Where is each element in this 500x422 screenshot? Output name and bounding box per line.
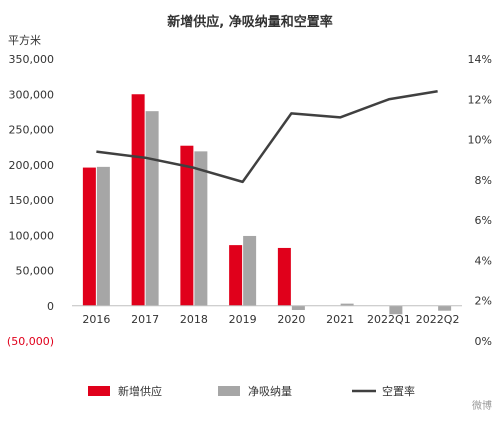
left-tick-label: 150,000 — [9, 194, 55, 207]
left-tick-label: 100,000 — [9, 229, 55, 242]
bar — [82, 167, 96, 306]
x-tick-label: 2018 — [180, 313, 208, 326]
legend-label: 净吸纳量 — [248, 384, 292, 398]
right-axis-ticks: 14% 12% 10% 8% 6% 4% 2% 0% — [468, 53, 492, 348]
x-tick-label: 2020 — [277, 313, 305, 326]
bar — [243, 235, 257, 306]
bar — [438, 305, 452, 311]
legend-label: 新增供应 — [118, 384, 162, 398]
right-tick-label: 10% — [468, 134, 492, 147]
bar — [389, 305, 403, 315]
x-tick-label: 2022Q1 — [367, 313, 411, 326]
bar — [96, 166, 110, 306]
left-tick-label: 350,000 — [9, 53, 55, 66]
right-tick-label: 2% — [475, 295, 492, 308]
chart-title: 新增供应, 净吸纳量和空置率 — [167, 14, 332, 30]
bar — [277, 247, 291, 306]
left-axis-ticks: 350,000 300,000 250,000 200,000 150,000 100,0… — [7, 53, 54, 348]
bar — [194, 151, 208, 306]
bar — [131, 94, 145, 306]
left-tick-label: 250,000 — [9, 124, 55, 137]
x-axis-ticks: 2016 2017 2018 2019 2020 2021 2022Q1 2022Q2 — [82, 313, 459, 326]
left-tick-label: 300,000 — [9, 88, 55, 101]
vacancy-rate-line — [96, 89, 438, 184]
bar — [145, 111, 159, 306]
vacancy-line-group — [96, 89, 438, 184]
bar — [291, 305, 305, 310]
bar — [340, 303, 354, 306]
bars-group — [82, 94, 452, 315]
x-tick-label: 2022Q2 — [416, 313, 460, 326]
x-tick-label: 2017 — [131, 313, 159, 326]
right-tick-label: 6% — [475, 214, 492, 227]
legend-swatch — [218, 386, 240, 396]
x-tick-label: 2016 — [82, 313, 110, 326]
right-tick-label: 0% — [475, 335, 492, 348]
legend-swatch — [88, 386, 110, 396]
legend-label: 空置率 — [382, 384, 415, 398]
left-tick-label: 200,000 — [9, 159, 55, 172]
bar — [229, 245, 243, 306]
watermark: 微博 — [472, 401, 492, 412]
right-tick-label: 12% — [468, 93, 492, 106]
x-tick-label: 2019 — [229, 313, 257, 326]
left-tick-label: 0 — [47, 300, 54, 313]
right-tick-label: 8% — [475, 174, 492, 187]
legend: 新增供应 净吸纳量 空置率 — [88, 384, 415, 398]
y-axis-unit-label: 平方米 — [8, 33, 41, 47]
left-tick-label: 50,000 — [16, 265, 55, 278]
x-tick-label: 2021 — [326, 313, 354, 326]
bar — [180, 145, 194, 306]
right-tick-label: 14% — [468, 53, 492, 66]
left-tick-label: (50,000) — [7, 335, 54, 348]
right-tick-label: 4% — [475, 254, 492, 267]
